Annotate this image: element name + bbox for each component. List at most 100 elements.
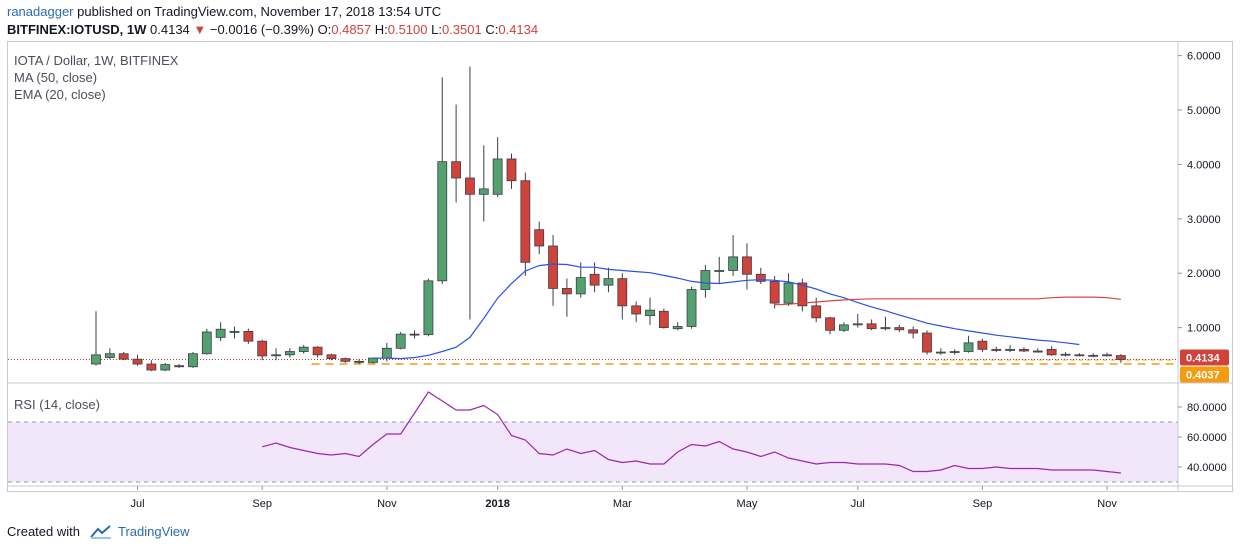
author-link[interactable]: ranadagger <box>7 4 74 19</box>
candle-body <box>658 310 669 328</box>
candle-body <box>811 305 822 319</box>
price-legend: IOTA / Dollar, 1W, BITFINEX MA (50, clos… <box>14 52 178 103</box>
legend-ema: EMA (20, close) <box>14 87 106 102</box>
candle-body <box>215 328 226 338</box>
candle-body <box>354 360 365 363</box>
candle <box>672 322 683 331</box>
candle <box>437 77 448 285</box>
change-value: −0.0016 (−0.39%) <box>209 22 314 37</box>
candle <box>229 326 240 339</box>
price-tick-label: 4.0000 <box>1187 159 1221 171</box>
candle-body <box>104 353 115 358</box>
candle <box>728 235 738 276</box>
candle-body <box>146 363 157 371</box>
candle-body <box>991 348 1002 351</box>
candle <box>146 360 157 372</box>
rsi-pane <box>8 391 1178 483</box>
candle-body <box>686 289 697 327</box>
candle-body <box>894 327 905 331</box>
last-price-tag: 0.4134 <box>1180 349 1229 366</box>
candle <box>1019 347 1029 353</box>
candle <box>1032 348 1043 353</box>
candle <box>201 328 212 355</box>
candle-body <box>534 229 545 247</box>
candle <box>1046 346 1057 356</box>
candle <box>991 346 1002 353</box>
candle-body <box>575 277 586 295</box>
candle <box>548 235 558 306</box>
candle <box>825 316 835 335</box>
candle-body <box>769 280 780 304</box>
candle-body <box>201 331 212 355</box>
open-value: 0.4857 <box>331 22 372 37</box>
candle-body <box>271 354 281 357</box>
candle <box>188 352 198 368</box>
candle-body <box>1060 353 1071 356</box>
candle-body <box>326 354 337 360</box>
candle-body <box>922 332 932 353</box>
candle-body <box>714 270 725 272</box>
candle-body <box>935 351 946 354</box>
price-tick-label: 6.0000 <box>1187 51 1221 63</box>
candle <box>478 145 489 222</box>
candle <box>160 362 171 372</box>
low-label: L: <box>431 22 442 37</box>
candle-body <box>880 327 891 330</box>
candle <box>1102 352 1112 357</box>
candle-body <box>409 333 420 336</box>
candle <box>215 322 226 342</box>
candle <box>284 348 295 358</box>
candle-body <box>825 317 835 331</box>
candle <box>742 243 752 290</box>
symbol-line: BITFINEX:IOTUSD, 1W 0.4134 ▼ −0.0016 (−0… <box>7 22 538 37</box>
candle <box>894 324 905 332</box>
candle-body <box>132 358 143 365</box>
close-label: C: <box>485 22 499 37</box>
candle-body <box>728 256 738 271</box>
candle-body <box>949 351 960 353</box>
rsi-tick-label: 60.0000 <box>1187 432 1227 444</box>
candle <box>783 273 794 306</box>
close-value: 0.4134 <box>498 22 539 37</box>
candle-body <box>284 351 295 356</box>
candle <box>409 330 420 339</box>
rsi-tick-label: 80.0000 <box>1187 402 1227 414</box>
candle-body <box>118 353 129 360</box>
candle <box>852 314 863 328</box>
candle-body <box>1116 355 1126 360</box>
candle-body <box>672 326 683 330</box>
price-tick-label: 5.0000 <box>1187 105 1221 117</box>
candle-body <box>229 331 240 333</box>
rsi-band <box>8 422 1178 482</box>
candle-body <box>1088 354 1099 357</box>
candle-body <box>755 273 766 282</box>
candle <box>949 349 960 355</box>
candle-body <box>977 340 988 350</box>
tradingview-logo-icon <box>90 524 111 539</box>
last-price-tag-label: 0.4134 <box>1186 353 1221 365</box>
candle <box>243 328 254 344</box>
legend-title: IOTA / Dollar, 1W, BITFINEX <box>14 53 179 68</box>
tradingview-link[interactable]: TradingView <box>117 524 190 539</box>
candle <box>340 357 351 363</box>
candle <box>354 359 365 365</box>
candle <box>1116 354 1126 363</box>
time-tick-label: May <box>737 498 758 510</box>
price-tick-label: 3.0000 <box>1187 214 1221 226</box>
lower-support-tag-group: 0.3300 <box>1180 383 1229 399</box>
time-tick-label: Sep <box>973 498 993 510</box>
candle-body <box>381 347 392 359</box>
publish-line: ranadagger published on TradingView.com,… <box>7 4 441 19</box>
candle <box>714 256 725 285</box>
candle-body <box>963 342 974 352</box>
last-price: 0.4134 <box>150 22 190 37</box>
support-price-tag-bg <box>1180 366 1229 383</box>
candle-body <box>548 245 558 289</box>
candle-body <box>645 309 655 317</box>
candle-body <box>839 324 849 331</box>
candle-body <box>188 353 198 368</box>
candle-body <box>91 354 101 365</box>
low-value: 0.3501 <box>441 22 482 37</box>
price-pane <box>8 66 1178 372</box>
